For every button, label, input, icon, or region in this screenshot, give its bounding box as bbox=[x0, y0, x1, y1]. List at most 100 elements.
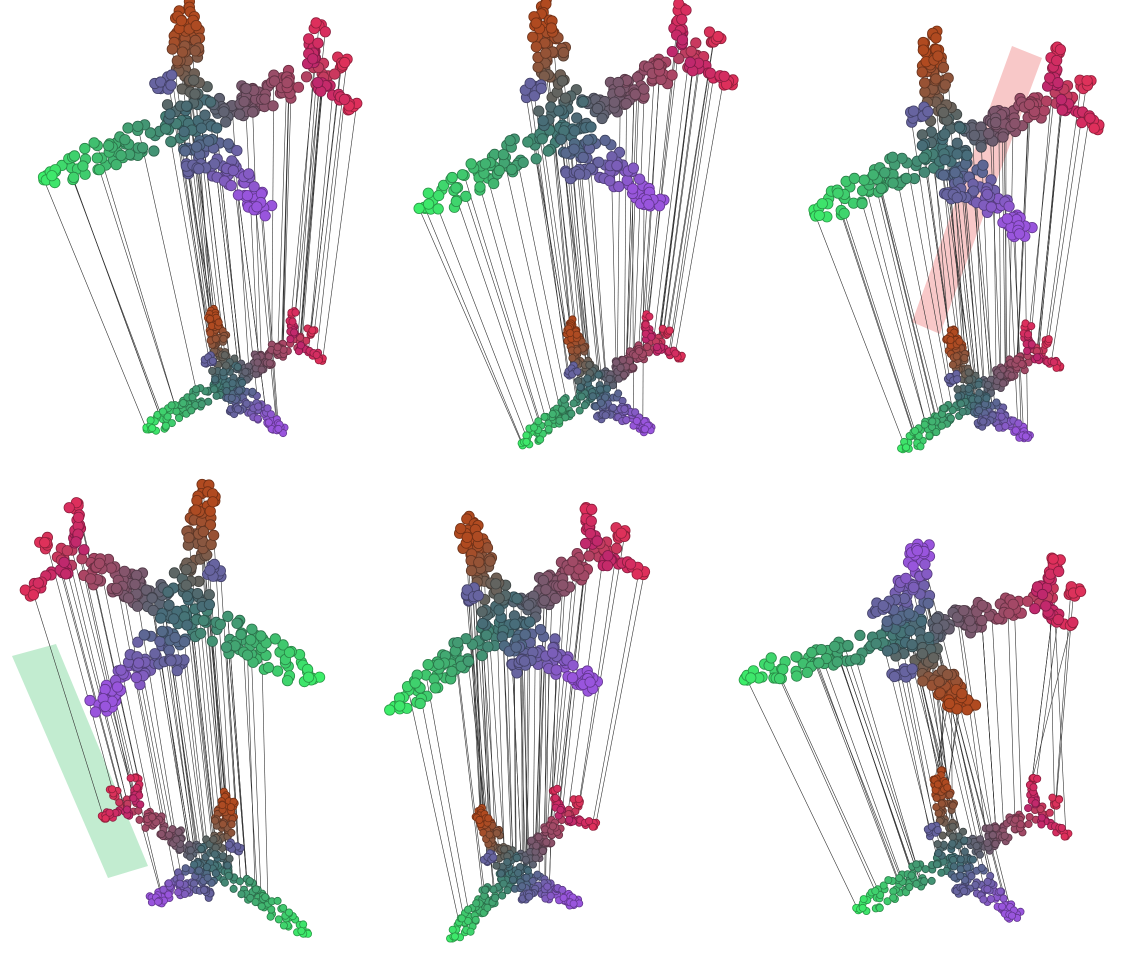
point bbox=[530, 423, 539, 432]
point bbox=[190, 20, 202, 32]
point bbox=[235, 877, 244, 886]
point bbox=[156, 625, 168, 637]
point bbox=[175, 15, 187, 27]
point bbox=[1024, 820, 1033, 829]
point bbox=[916, 647, 929, 660]
point bbox=[338, 93, 351, 106]
point bbox=[119, 134, 131, 146]
point bbox=[543, 882, 552, 891]
correspondence-line bbox=[589, 148, 609, 404]
point bbox=[1000, 831, 1009, 840]
correspondence-line bbox=[840, 210, 918, 444]
point bbox=[940, 404, 949, 413]
point bbox=[212, 391, 221, 400]
point bbox=[189, 88, 201, 100]
point bbox=[877, 599, 889, 612]
point bbox=[565, 815, 574, 824]
point bbox=[229, 884, 238, 893]
point bbox=[499, 879, 508, 888]
point bbox=[171, 665, 183, 677]
point bbox=[452, 636, 464, 649]
point bbox=[497, 149, 509, 161]
point bbox=[222, 610, 234, 623]
point bbox=[538, 846, 547, 855]
point bbox=[964, 368, 973, 377]
point bbox=[222, 361, 231, 370]
point bbox=[296, 341, 305, 350]
point bbox=[922, 597, 934, 610]
point bbox=[225, 840, 234, 849]
point bbox=[958, 604, 970, 617]
point bbox=[848, 172, 861, 184]
point bbox=[612, 76, 624, 89]
correspondence-line bbox=[623, 100, 627, 372]
point bbox=[281, 77, 293, 89]
point bbox=[78, 544, 90, 556]
point bbox=[245, 634, 257, 646]
point bbox=[319, 26, 331, 38]
point bbox=[163, 599, 175, 611]
point bbox=[231, 145, 243, 157]
point bbox=[1055, 795, 1064, 804]
correspondence-line bbox=[281, 82, 290, 349]
point bbox=[550, 664, 562, 676]
correspondence-line bbox=[488, 628, 507, 880]
point bbox=[220, 641, 233, 653]
point bbox=[604, 175, 616, 187]
correspondence-line bbox=[1034, 614, 1060, 795]
point bbox=[907, 871, 916, 880]
point bbox=[195, 627, 207, 639]
correspondence-line bbox=[545, 668, 550, 899]
correspondence-line bbox=[252, 112, 262, 370]
correspondence-line bbox=[46, 542, 114, 794]
point bbox=[937, 61, 950, 74]
point bbox=[220, 116, 232, 128]
correspondence-line bbox=[453, 190, 538, 433]
point bbox=[985, 824, 994, 833]
correspondence-line bbox=[114, 569, 164, 828]
point bbox=[509, 618, 521, 630]
point bbox=[200, 886, 209, 895]
correspondence-line bbox=[61, 548, 128, 800]
point bbox=[193, 163, 205, 175]
point bbox=[934, 687, 946, 699]
point bbox=[921, 568, 933, 580]
correspondence-line bbox=[811, 652, 907, 893]
point bbox=[905, 883, 914, 892]
point bbox=[911, 545, 923, 557]
correspondence-line bbox=[897, 674, 931, 833]
correspondence-line bbox=[418, 208, 522, 444]
point bbox=[582, 134, 594, 146]
point bbox=[953, 121, 966, 133]
point bbox=[269, 633, 281, 645]
point bbox=[241, 367, 250, 376]
point bbox=[218, 801, 227, 810]
correspondence-line bbox=[316, 99, 345, 355]
point-cloud-layer bbox=[19, 0, 1105, 943]
point bbox=[958, 407, 967, 416]
correspondence-line bbox=[261, 193, 279, 424]
point bbox=[504, 135, 516, 147]
point bbox=[858, 903, 867, 912]
point bbox=[999, 379, 1008, 388]
point bbox=[601, 411, 610, 420]
point bbox=[1029, 603, 1041, 615]
correspondence-line bbox=[479, 186, 549, 430]
point bbox=[233, 362, 242, 371]
point bbox=[951, 192, 963, 204]
point bbox=[183, 532, 195, 544]
correspondence-line bbox=[1028, 69, 1058, 339]
point bbox=[640, 425, 649, 434]
point bbox=[273, 896, 282, 905]
point bbox=[937, 421, 946, 430]
point bbox=[169, 631, 181, 644]
point bbox=[231, 617, 243, 629]
point bbox=[122, 122, 134, 134]
point bbox=[943, 697, 956, 710]
point bbox=[583, 550, 595, 562]
point bbox=[831, 656, 843, 668]
point bbox=[536, 133, 548, 145]
correspondence-line bbox=[579, 536, 625, 803]
point bbox=[99, 700, 112, 712]
